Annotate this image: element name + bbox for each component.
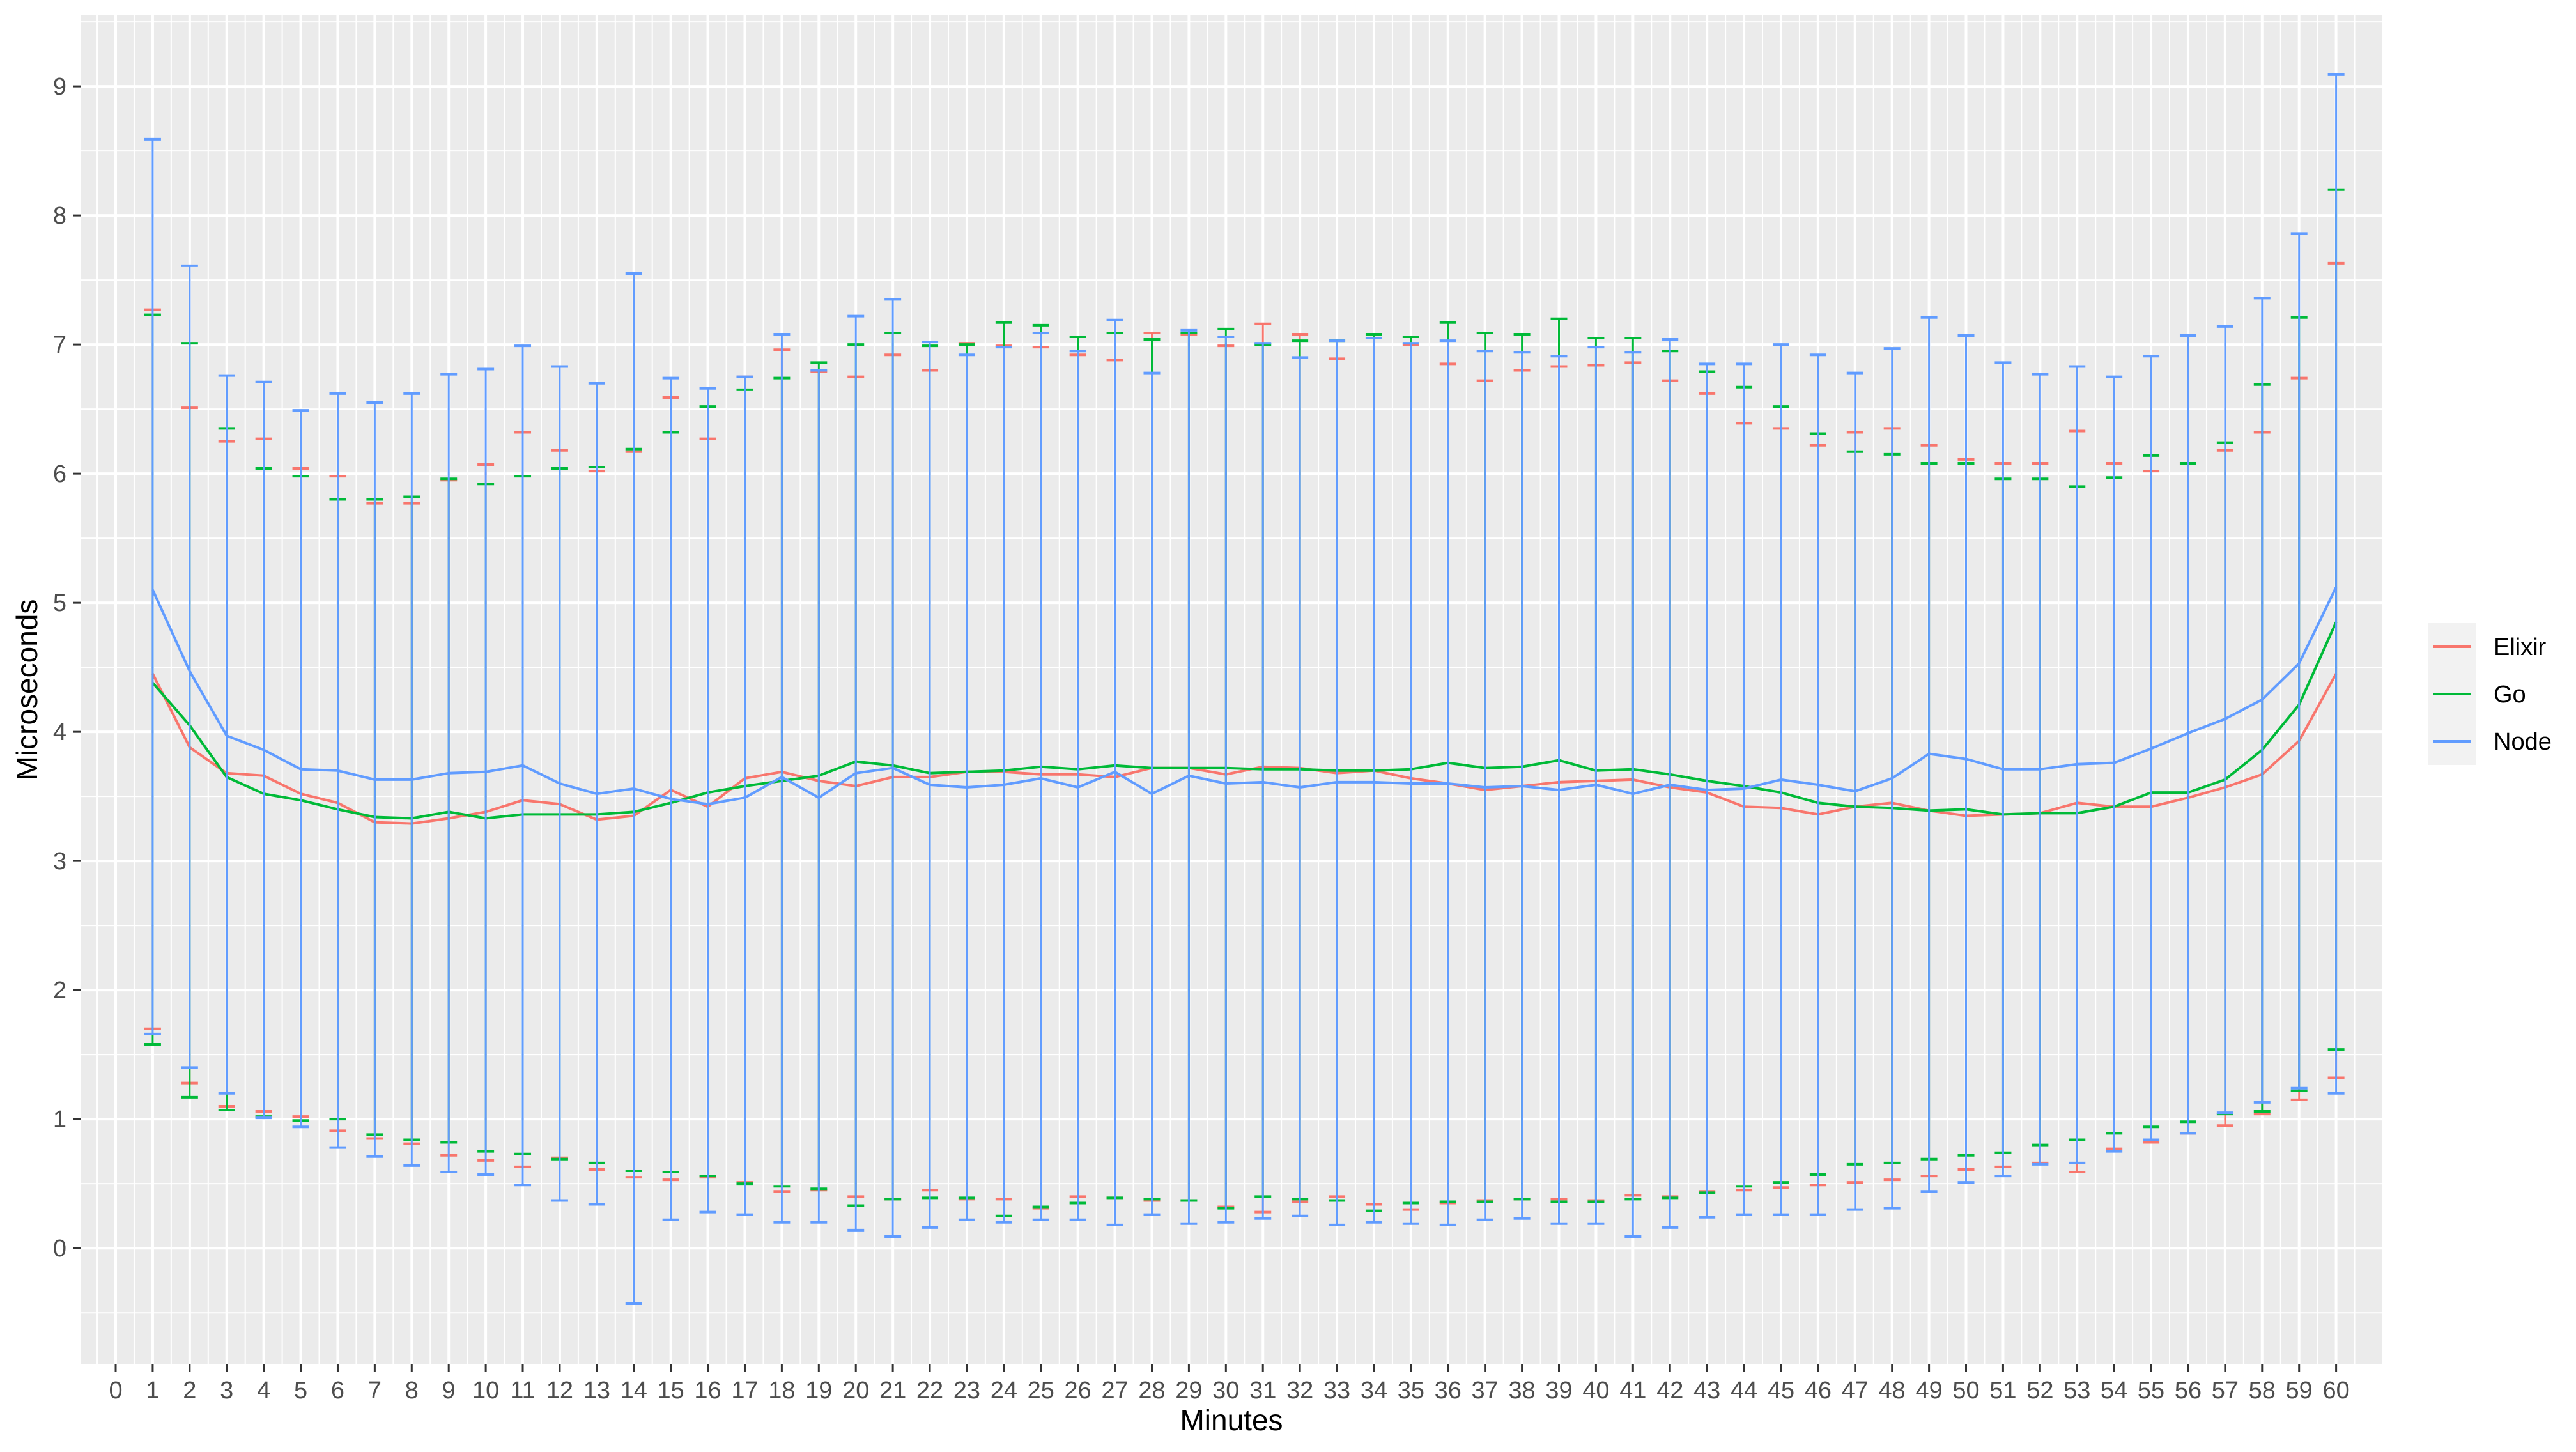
y-tick-label: 7 [53, 332, 66, 359]
y-tick-label: 1 [53, 1106, 66, 1133]
series-line-elixir [151, 673, 2338, 825]
grid-major-y [81, 85, 2382, 1250]
x-tick-label: 27 [1101, 1377, 1128, 1404]
legend-item-elixir: Elixir [2428, 623, 2547, 670]
plot-panel [81, 15, 2382, 1364]
x-tick-label: 17 [731, 1377, 758, 1404]
x-tick-label: 5 [294, 1377, 307, 1404]
y-tick-label: 4 [53, 719, 66, 746]
x-tick-label: 0 [109, 1377, 122, 1404]
x-tick-label: 43 [1693, 1377, 1720, 1404]
x-axis-ticks: 0 1 2 3 4 5 6 7 8 9 10 11 12 13 14 15 16 17 18 19 20 21 22 23 24… [109, 1364, 2350, 1404]
series-layer [144, 73, 2345, 1306]
x-tick-label: 15 [658, 1377, 684, 1404]
x-tick-label: 34 [1361, 1377, 1387, 1404]
x-tick-label: 1 [146, 1377, 159, 1404]
y-tick-label: 5 [53, 590, 66, 617]
legend-item-node: Node [2428, 718, 2552, 765]
legend: Elixir Go Node [2428, 623, 2552, 765]
legend-label-node: Node [2494, 729, 2552, 755]
series-node [144, 73, 2345, 1306]
x-tick-label: 8 [405, 1377, 419, 1404]
legend-label-elixir: Elixir [2494, 634, 2547, 661]
x-tick-label: 48 [1879, 1377, 1906, 1404]
x-tick-label: 33 [1323, 1377, 1350, 1404]
x-tick-label: 45 [1768, 1377, 1794, 1404]
x-tick-label: 39 [1545, 1377, 1572, 1404]
x-tick-label: 16 [694, 1377, 721, 1404]
x-tick-label: 21 [879, 1377, 906, 1404]
x-tick-label: 31 [1249, 1377, 1276, 1404]
x-tick-label: 46 [1805, 1377, 1832, 1404]
x-tick-label: 47 [1842, 1377, 1869, 1404]
x-tick-label: 59 [2286, 1377, 2313, 1404]
x-tick-label: 49 [1915, 1377, 1942, 1404]
x-tick-label: 9 [442, 1377, 456, 1404]
x-tick-label: 41 [1619, 1377, 1646, 1404]
x-tick-label: 36 [1435, 1377, 1462, 1404]
x-tick-label: 54 [2101, 1377, 2127, 1404]
x-tick-label: 35 [1398, 1377, 1424, 1404]
x-tick-label: 19 [805, 1377, 832, 1404]
x-tick-label: 28 [1138, 1377, 1165, 1404]
series-line-node [151, 587, 2338, 806]
x-tick-label: 55 [2138, 1377, 2164, 1404]
x-tick-label: 6 [331, 1377, 344, 1404]
y-tick-label: 2 [53, 977, 66, 1004]
x-tick-label: 56 [2175, 1377, 2202, 1404]
x-tick-label: 50 [1952, 1377, 1979, 1404]
x-tick-label: 38 [1508, 1377, 1535, 1404]
x-tick-label: 14 [621, 1377, 647, 1404]
legend-item-go: Go [2428, 670, 2526, 718]
x-tick-label: 12 [546, 1377, 573, 1404]
x-tick-label: 37 [1472, 1377, 1499, 1404]
x-tick-label: 24 [991, 1377, 1017, 1404]
x-tick-label: 58 [2249, 1377, 2276, 1404]
y-axis-ticks: 0 1 2 3 4 5 6 7 8 9 [53, 73, 81, 1262]
x-tick-label: 13 [583, 1377, 610, 1404]
x-tick-label: 52 [2026, 1377, 2053, 1404]
x-tick-label: 30 [1212, 1377, 1239, 1404]
x-tick-label: 4 [257, 1377, 270, 1404]
x-tick-label: 20 [842, 1377, 869, 1404]
x-tick-label: 18 [768, 1377, 795, 1404]
x-tick-label: 2 [183, 1377, 196, 1404]
x-tick-label: 3 [220, 1377, 233, 1404]
x-tick-label: 44 [1731, 1377, 1757, 1404]
y-tick-label: 3 [53, 848, 66, 875]
x-tick-label: 53 [2063, 1377, 2090, 1404]
x-tick-label: 40 [1582, 1377, 1609, 1404]
grid-minor-x [96, 15, 2356, 1364]
x-tick-label: 42 [1656, 1377, 1683, 1404]
x-tick-label: 29 [1175, 1377, 1202, 1404]
series-line-go [151, 621, 2338, 820]
x-tick-label: 23 [953, 1377, 980, 1404]
x-tick-label: 7 [368, 1377, 382, 1404]
x-tick-label: 26 [1065, 1377, 1091, 1404]
x-tick-label: 22 [916, 1377, 943, 1404]
x-tick-label: 32 [1286, 1377, 1313, 1404]
y-tick-label: 0 [53, 1235, 66, 1262]
y-tick-label: 9 [53, 73, 66, 100]
x-axis-title: Minutes [1180, 1403, 1283, 1437]
y-tick-label: 6 [53, 461, 66, 488]
y-tick-label: 8 [53, 203, 66, 229]
x-tick-label: 10 [472, 1377, 499, 1404]
grid-minor-y [81, 21, 2382, 1314]
x-tick-label: 25 [1028, 1377, 1054, 1404]
x-tick-label: 57 [2212, 1377, 2239, 1404]
x-tick-label: 11 [510, 1377, 535, 1404]
legend-label-go: Go [2494, 681, 2526, 708]
x-tick-label: 60 [2322, 1377, 2349, 1404]
y-axis-title: Microseconds [10, 599, 43, 781]
x-tick-label: 51 [1989, 1377, 2016, 1404]
